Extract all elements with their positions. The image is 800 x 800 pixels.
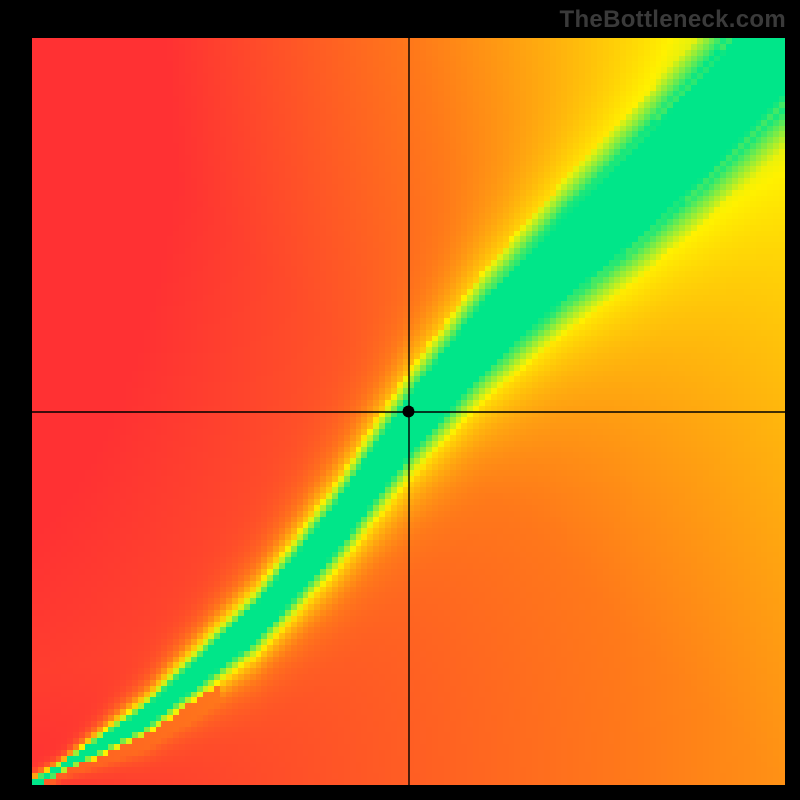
bottleneck-heatmap: [32, 38, 785, 785]
watermark-text: TheBottleneck.com: [560, 6, 786, 34]
chart-container: TheBottleneck.com: [0, 0, 800, 800]
